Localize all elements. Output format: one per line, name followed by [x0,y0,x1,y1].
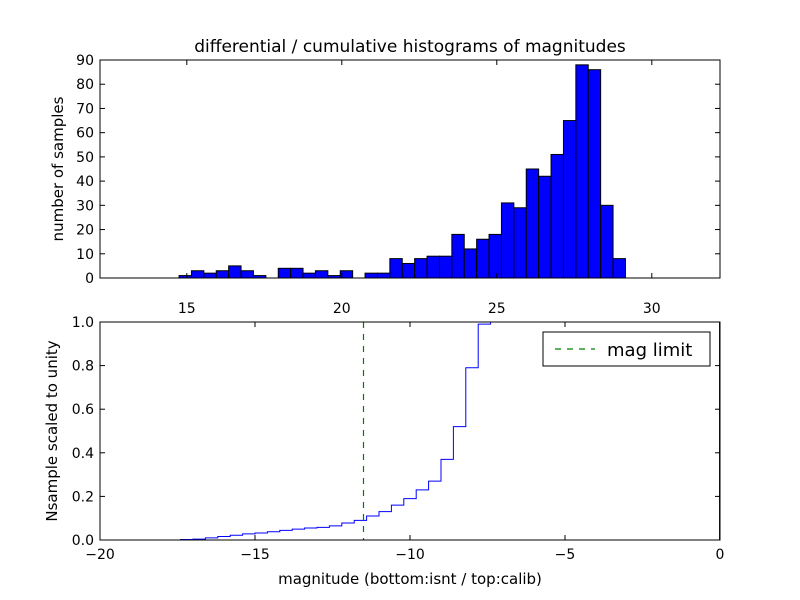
x-tick-label: 15 [178,301,196,317]
cumulative-axes-frame [99,321,721,541]
histogram-bar [203,272,217,279]
x-tick-label: 30 [643,301,661,317]
cumulative-step-line [100,321,720,541]
y-tick-label: 30 [76,198,94,214]
histogram-bar [240,270,254,279]
histogram-bar [600,204,614,279]
cumulative-x-axis-label: magnitude (bottom:isnt / top:calib) [278,570,542,588]
y-tick-label: 80 [76,77,94,93]
y-tick-label: 60 [76,126,94,142]
y-tick-label: 0.0 [72,533,94,549]
histogram-axes-frame [99,59,721,279]
histogram-y-axis-label: number of samples [49,96,67,241]
histogram-bar [451,233,465,279]
histogram-panel: differential / cumulative histograms of … [49,37,721,317]
x-tick-label: 0 [716,547,725,563]
cumulative-x-ticks: −20 −15 −10 −5 0 [85,322,724,563]
histogram-bar [513,207,527,279]
histogram-bar [277,267,292,279]
histogram-bar [302,272,316,279]
histogram-bar [612,258,626,279]
cumulative-y-axis-label: Nsample scaled to unity [43,340,61,521]
y-tick-label: 10 [76,247,94,263]
legend: mag limit [542,331,711,367]
y-tick-label: 1.0 [72,315,94,331]
histogram-bar [401,262,416,279]
histogram-bar [438,255,453,279]
x-tick-label: −10 [395,547,425,563]
y-tick-label: 20 [76,223,94,239]
cumulative-y-ticks: 0.0 0.2 0.4 0.6 0.8 1.0 [72,315,720,549]
y-tick-label: 0.2 [72,489,94,505]
y-tick-label: 90 [76,53,94,69]
y-tick-label: 0.8 [72,359,94,375]
histogram-bar [426,255,440,279]
histogram-bar [190,270,205,279]
y-tick-label: 40 [76,174,94,190]
histogram-bar [538,175,552,279]
histogram-bar [488,233,502,279]
histogram-bar [500,202,515,279]
histogram-bar [587,69,602,279]
cumulative-panel: 0.0 0.2 0.4 0.6 0.8 1.0 −20 −15 −10 −5 0 magnitud… [43,315,724,588]
histogram-bar [389,258,403,279]
x-tick-label: 25 [488,301,506,317]
legend-label-mag-limit: mag limit [607,340,692,361]
histogram-bar [575,64,589,279]
x-tick-label: −5 [555,547,576,563]
y-tick-label: 0 [85,271,94,287]
histogram-bar [562,120,577,279]
histogram-y-ticks: 0 10 20 30 40 50 60 70 80 90 [76,53,720,287]
y-tick-label: 0.6 [72,402,94,418]
histogram-bar [476,238,490,279]
y-tick-label: 70 [76,101,94,117]
histogram-bar [228,265,242,279]
y-tick-label: 50 [76,150,94,166]
x-tick-label: −15 [240,547,270,563]
histogram-bar [290,267,304,279]
histogram-bar [414,258,428,279]
histogram-bar [463,248,478,279]
histogram-x-ticks: 15 20 25 30 [178,60,661,317]
x-tick-label: 20 [333,301,351,317]
histogram-bar [376,272,391,279]
histogram-bar [550,153,564,279]
histogram-bar [314,270,329,279]
histogram-bar [215,270,230,279]
x-tick-label: −20 [85,547,115,563]
histogram-bar [364,272,378,279]
chart-title: differential / cumulative histograms of … [194,37,626,57]
y-tick-label: 0.4 [72,446,94,462]
histogram-bar [525,168,540,279]
histogram-bars [178,64,626,279]
